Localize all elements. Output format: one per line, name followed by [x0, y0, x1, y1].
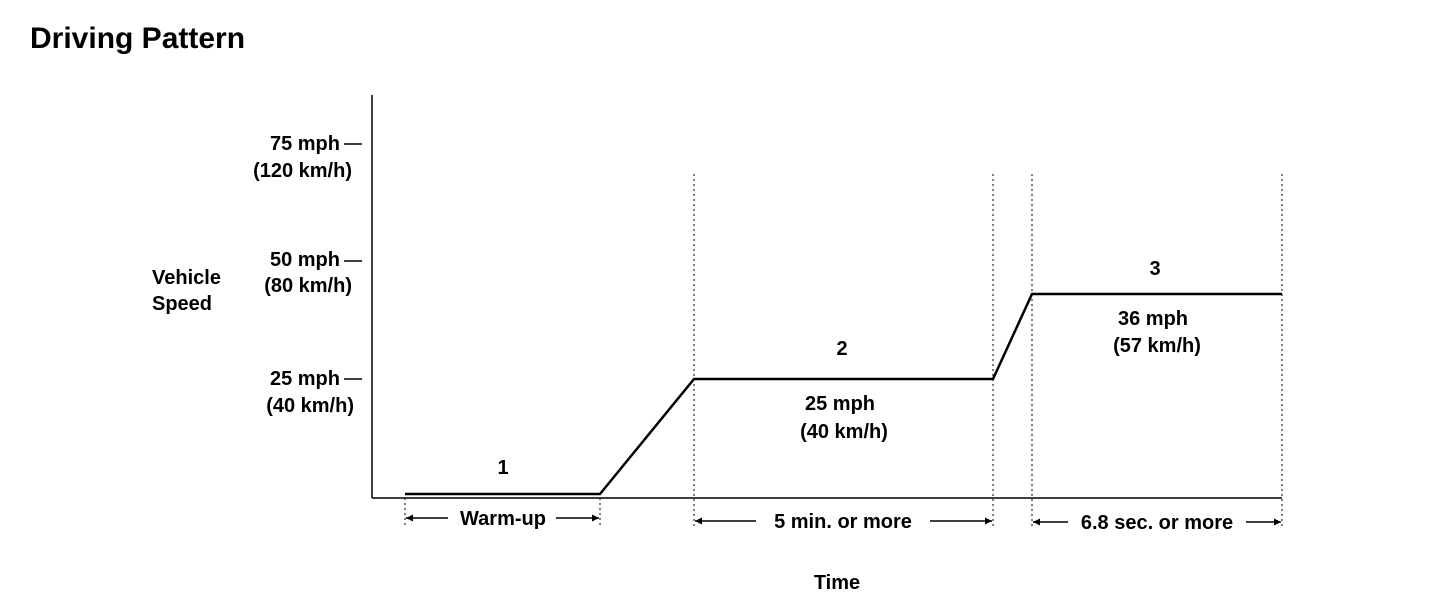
- x-axis-label: Time: [814, 572, 860, 594]
- phase-2-speed-mph: 25 mph: [805, 393, 875, 415]
- tick-label-25-mph: 25 mph: [270, 368, 340, 390]
- phase-boundary-lines: [404, 174, 1283, 528]
- phase-1-number: 1: [497, 457, 508, 479]
- tick-label-120-kmh: (120 km/h): [253, 160, 352, 182]
- phase-3-speed-kmh: (57 km/h): [1113, 335, 1201, 357]
- phase-3-speed-mph: 36 mph: [1118, 308, 1188, 330]
- phase-1-duration: Warm-up: [460, 508, 546, 530]
- phase-3-number: 3: [1149, 258, 1160, 280]
- y-axis-label-line2: Speed: [152, 293, 212, 315]
- tick-label-50-mph: 50 mph: [270, 249, 340, 271]
- tick-label-80-kmh: (80 km/h): [264, 275, 352, 297]
- phase-2-speed-kmh: (40 km/h): [800, 421, 888, 443]
- phase-3-duration: 6.8 sec. or more: [1081, 512, 1233, 534]
- diagram-title: Driving Pattern: [30, 22, 245, 55]
- phase-2-number: 2: [836, 338, 847, 360]
- duration-arrows: [406, 514, 1281, 526]
- y-axis-label-line1: Vehicle: [152, 267, 221, 289]
- tick-label-40-kmh: (40 km/h): [266, 395, 354, 417]
- tick-label-75-mph: 75 mph: [270, 133, 340, 155]
- phase-2-duration: 5 min. or more: [774, 511, 912, 533]
- speed-profile-line: [405, 292, 1282, 496]
